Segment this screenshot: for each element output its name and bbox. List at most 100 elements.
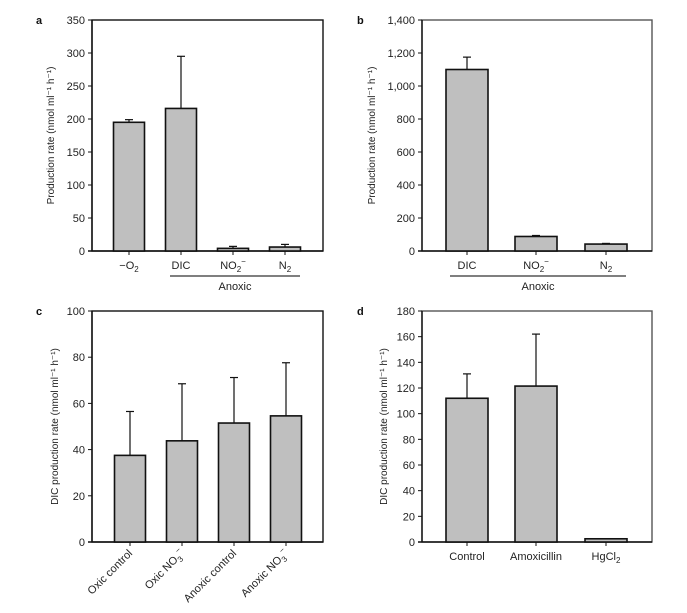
bar-1 [113,454,147,543]
y-tick-label: 200 [67,114,85,126]
x-tick-label-subscript: 2 [616,556,621,565]
y-tick-label: 20 [73,491,85,503]
x-tick-label: N2 [279,260,292,274]
y-tick-label: 60 [403,460,415,472]
x-tick-label: −O2 [119,260,139,274]
panel-letter: b [357,15,364,27]
panel-letter: a [36,15,43,27]
bar-1 [445,68,489,252]
y-tick-label: 40 [403,486,415,498]
x-tick-label: DIC [458,260,477,272]
y-tick-label: 160 [397,332,415,344]
panel-a: a 0 50 100 150 200 250 300 350 Production rate (n… [36,15,324,293]
y-tick-label: 0 [79,246,85,258]
y-tick-label: 250 [67,81,85,93]
panel-letter: c [36,306,42,318]
y-axis-title: Production rate (nmol ml⁻¹ h⁻¹) [46,67,57,205]
panel-d: d 0 20 40 60 80 100 120 140 160 180 DIC production … [357,306,653,565]
y-axis-title: DIC production rate (nmol ml⁻¹ h⁻¹) [379,348,390,505]
bar-1 [445,397,489,543]
x-tick-label-text: Anoxic NO [239,554,285,600]
bar-2 [514,385,558,543]
bar-2 [165,440,199,543]
y-tick-label: 140 [397,357,415,369]
x-tick-label-text: N [600,260,608,272]
x-tick-label-text: −O [119,260,134,272]
group-label: Anoxic [218,281,252,293]
x-tick-label-text: DIC [172,260,191,272]
y-tick-label: 350 [67,15,85,27]
x-tick-label-subscript: 2 [540,265,545,274]
y-tick-label: 400 [397,180,415,192]
group-label: Anoxic [521,281,555,293]
bar-3 [584,243,628,252]
bar-4 [268,246,302,252]
x-tick-label-text: Control [449,551,484,563]
x-tick-label-text: NO [523,260,540,272]
x-tick-label: Control [449,551,484,563]
y-tick-label: 200 [397,213,415,225]
y-axis-title: Production rate (nmol ml⁻¹ h⁻¹) [367,67,378,205]
x-tick-label: Oxic NO3− [141,545,189,593]
y-tick-label: 0 [79,537,85,549]
y-tick-label: 40 [73,445,85,457]
y-tick-label: 0 [409,246,415,258]
x-tick-label-subscript: 2 [287,265,292,274]
bar-4 [269,415,303,543]
y-tick-label: 100 [397,409,415,421]
x-tick-label-superscript: − [241,257,246,266]
x-tick-label-text: Oxic control [86,548,136,598]
bar-2 [164,107,198,252]
y-tick-label: 20 [403,511,415,523]
y-tick-label: 1,400 [387,15,415,27]
bar-2 [514,235,558,252]
x-tick-label: Oxic control [86,548,136,598]
y-tick-label: 1,200 [387,48,415,60]
x-tick-label-text: HgCl [592,551,616,563]
x-tick-label: Amoxicillin [510,551,562,563]
x-tick-label: HgCl2 [592,551,621,565]
y-tick-label: 180 [397,306,415,318]
panel-b: b 0 200 400 600 800 1,000 1,200 1,400 Production … [357,15,653,293]
y-tick-label: 800 [397,114,415,126]
x-tick-label: NO2− [220,257,246,274]
panel-c: c 0 20 40 60 80 100 DIC production rate (nmol m… [36,306,324,605]
y-tick-label: 80 [73,352,85,364]
y-tick-label: 100 [67,180,85,192]
x-tick-label-subscript: 2 [134,265,139,274]
y-tick-label: 100 [67,306,85,318]
y-tick-label: 150 [67,147,85,159]
x-tick-label-subscript: 3 [176,554,186,564]
bar-3 [216,247,250,252]
x-tick-label-subscript: 2 [237,265,242,274]
y-tick-label: 1,000 [387,81,415,93]
y-tick-label: 0 [409,537,415,549]
x-tick-label: Anoxic control [182,548,239,605]
y-tick-label: 50 [73,213,85,225]
bar-1 [112,121,146,252]
panel-letter: d [357,306,364,318]
y-tick-label: 80 [403,434,415,446]
x-tick-label-text: Oxic NO [143,554,181,592]
x-tick-label: Anoxic NO3− [237,545,293,601]
y-tick-label: 60 [73,398,85,410]
y-axis-title: DIC production rate (nmol ml⁻¹ h⁻¹) [50,348,61,505]
x-tick-label: NO2− [523,257,549,274]
x-tick-label-subscript: 2 [608,265,613,274]
x-tick-label-text: Anoxic control [182,548,239,605]
y-tick-label: 600 [397,147,415,159]
bar-3 [217,422,251,543]
bar-3 [584,537,628,543]
y-tick-label: 300 [67,48,85,60]
x-tick-label-superscript: − [277,545,287,555]
x-tick-label-text: DIC [458,260,477,272]
x-tick-label-text: N [279,260,287,272]
x-tick-label-text: NO [220,260,237,272]
x-tick-label-superscript: − [544,257,549,266]
x-tick-label-text: Amoxicillin [510,551,562,563]
x-tick-label: N2 [600,260,613,274]
y-tick-label: 120 [397,383,415,395]
x-tick-label-subscript: 3 [280,554,290,564]
x-tick-label-superscript: − [173,545,183,555]
